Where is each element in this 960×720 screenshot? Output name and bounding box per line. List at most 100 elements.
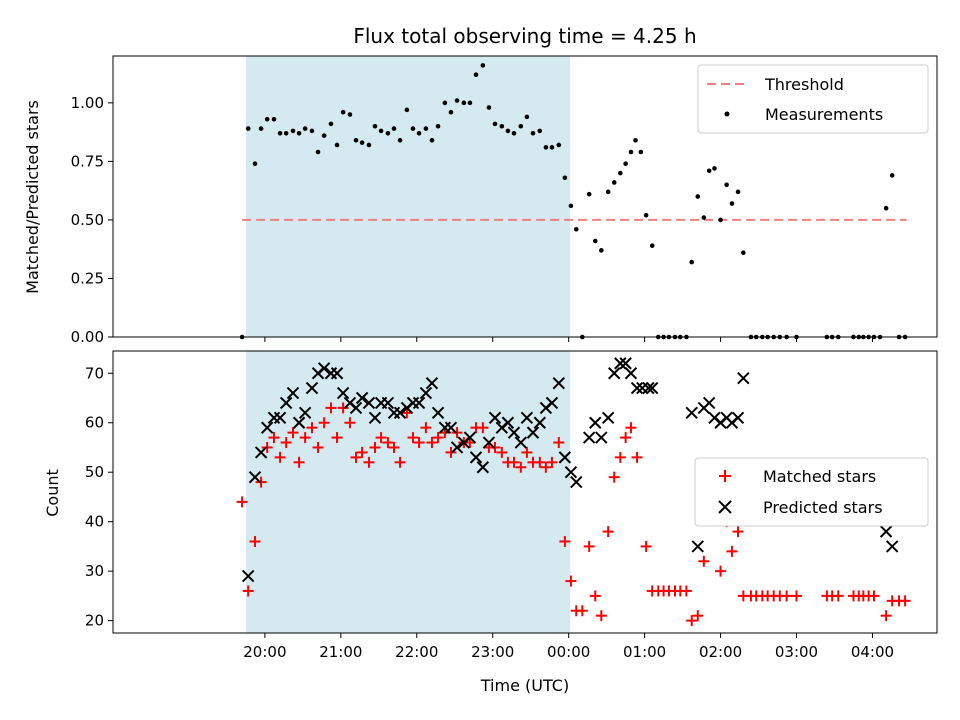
matched-star-point bbox=[726, 545, 738, 557]
measurement-point bbox=[385, 130, 391, 136]
predicted-star-point bbox=[305, 381, 319, 395]
predicted-marker-b bbox=[362, 396, 376, 410]
measurement-point bbox=[586, 191, 592, 197]
predicted-star-point bbox=[393, 406, 407, 420]
predicted-star-point bbox=[642, 381, 655, 395]
measurement-point bbox=[416, 130, 422, 136]
predicted-star-point bbox=[336, 386, 350, 400]
predicted-star-point bbox=[330, 367, 344, 380]
predicted-star-point bbox=[254, 446, 268, 459]
matched-star-point bbox=[595, 610, 607, 622]
measurement-point bbox=[245, 126, 251, 131]
matched-star-point bbox=[312, 441, 324, 453]
matched-star-point bbox=[565, 575, 577, 587]
predicted-marker-b bbox=[520, 411, 534, 424]
count-x-tick-label: 23:00 bbox=[471, 643, 514, 661]
matched-star-point bbox=[375, 432, 387, 444]
predicted-star-point bbox=[624, 367, 638, 380]
predicted-star-point bbox=[248, 470, 262, 484]
predicted-star-point bbox=[273, 411, 287, 424]
measurement-point bbox=[486, 105, 492, 110]
matched-star-point bbox=[880, 610, 892, 622]
predicted-marker-b bbox=[450, 441, 464, 454]
measurement-point bbox=[473, 72, 479, 78]
measurement-point bbox=[378, 128, 384, 134]
measurement-point bbox=[562, 175, 568, 181]
matched-star-point bbox=[534, 456, 546, 468]
measurement-point bbox=[638, 149, 644, 155]
legend-measurements-swatch bbox=[724, 111, 730, 117]
measurement-point bbox=[302, 126, 308, 131]
matched-star-point bbox=[625, 422, 637, 434]
count-plot-frame bbox=[112, 350, 938, 634]
predicted-star-point bbox=[476, 461, 490, 474]
measurement-point bbox=[372, 123, 378, 129]
predicted-star-point bbox=[419, 386, 433, 400]
matched-star-point bbox=[413, 437, 425, 449]
predicted-marker-b bbox=[254, 446, 268, 459]
measurement-point bbox=[549, 145, 555, 150]
measurement-point bbox=[701, 215, 707, 220]
matched-star-point bbox=[546, 456, 558, 468]
matched-star-point bbox=[515, 461, 527, 473]
predicted-star-point bbox=[381, 396, 395, 410]
matched-star-point bbox=[521, 446, 533, 458]
ratio-panel: 0.00 0.25 0.50 0.75 1.00 Matched/Predicted s… bbox=[23, 55, 938, 346]
predicted-marker-b bbox=[642, 381, 655, 395]
predicted-marker-b bbox=[646, 381, 659, 395]
ratio-x-ticks bbox=[264, 337, 873, 342]
predicted-marker-b bbox=[514, 436, 528, 449]
measurement-point bbox=[592, 238, 598, 244]
predicted-star-point bbox=[469, 451, 483, 464]
predicted-marker-b bbox=[619, 357, 632, 370]
measurement-point bbox=[258, 126, 264, 131]
count-legend: Matched stars Predicted stars bbox=[694, 457, 929, 527]
matched-star-point bbox=[382, 437, 394, 449]
count-panel: 20 30 40 50 60 70 20:00 21:00 22:00 23:00 00:00 01… bbox=[43, 350, 938, 695]
matched-star-point bbox=[299, 432, 311, 444]
measurement-point bbox=[277, 130, 283, 136]
matched-star-point bbox=[337, 402, 349, 414]
legend-measurements-label: Measurements bbox=[765, 105, 883, 124]
measurement-point bbox=[454, 98, 460, 103]
predicted-marker-b bbox=[412, 396, 426, 410]
predicted-marker-b bbox=[582, 431, 596, 444]
predicted-star-point bbox=[630, 381, 644, 395]
ratio-highlight-span bbox=[245, 56, 571, 337]
predicted-star-point bbox=[691, 540, 704, 553]
matched-star-point bbox=[261, 441, 273, 453]
predicted-star-point bbox=[292, 416, 306, 429]
predicted-marker-b bbox=[702, 396, 716, 410]
predicted-marker-b bbox=[624, 367, 638, 380]
measurement-point bbox=[391, 126, 397, 131]
predicted-star-point bbox=[879, 525, 893, 538]
predicted-marker-b bbox=[595, 431, 608, 444]
matched-star-point bbox=[686, 615, 698, 627]
measurement-point bbox=[492, 121, 498, 127]
matched-star-point bbox=[407, 432, 419, 444]
legend-matched-swatch bbox=[719, 470, 731, 482]
predicted-star-point bbox=[737, 372, 750, 385]
measurement-point bbox=[315, 149, 321, 155]
matched-star-point bbox=[781, 590, 793, 602]
measurement-point bbox=[359, 140, 365, 145]
measurement-point bbox=[543, 145, 549, 150]
matched-star-point bbox=[318, 417, 330, 429]
measurement-point bbox=[633, 138, 638, 143]
predicted-star-point bbox=[431, 406, 445, 420]
matched-star-point bbox=[602, 526, 614, 538]
count-y-axis-label: Count bbox=[43, 469, 62, 517]
matched-star-point bbox=[325, 402, 337, 414]
measurement-point bbox=[410, 126, 416, 131]
predicted-marker-b bbox=[731, 411, 745, 424]
predicted-star-point bbox=[570, 475, 583, 489]
measurement-point bbox=[599, 248, 604, 253]
count-y-tick-label: 40 bbox=[85, 513, 104, 531]
matched-star-point bbox=[899, 595, 911, 607]
predicted-star-point bbox=[885, 540, 899, 553]
predicted-star-point bbox=[520, 411, 534, 424]
matched-star-point bbox=[559, 535, 571, 547]
ratio-legend-box bbox=[697, 64, 929, 134]
predicted-marker-b bbox=[355, 391, 369, 405]
